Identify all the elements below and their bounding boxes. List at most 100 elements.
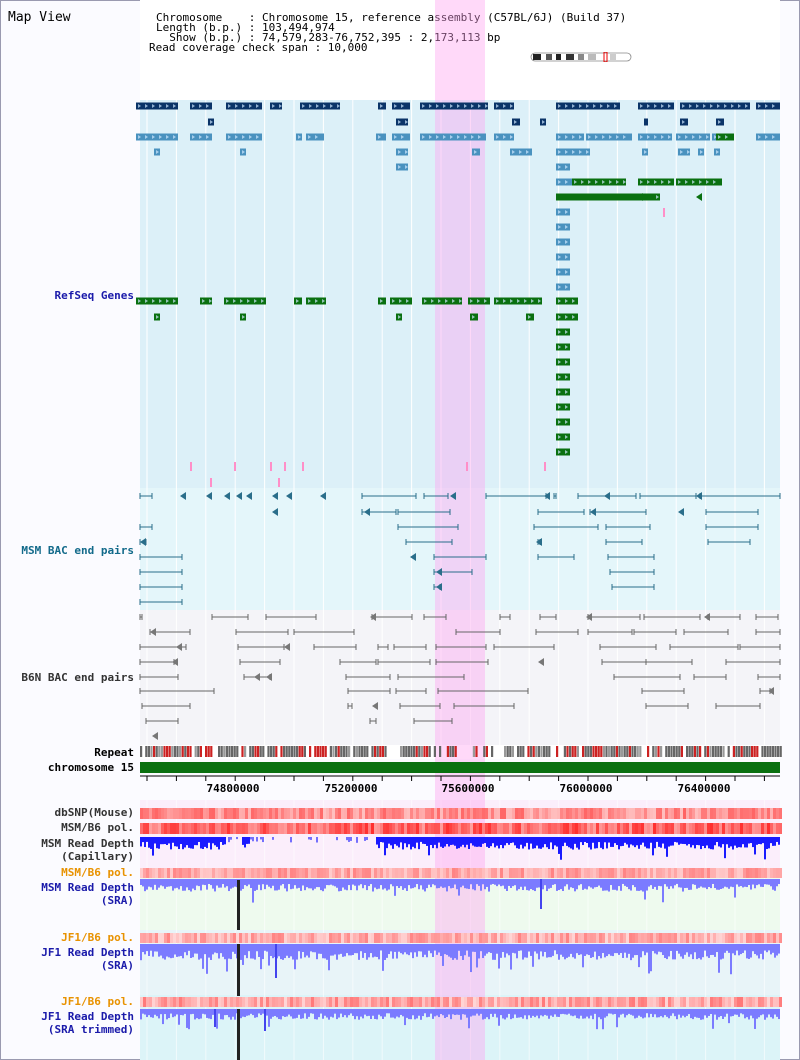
polymorphism-cell[interactable]	[422, 997, 425, 1007]
read-depth-bar[interactable]	[662, 879, 664, 903]
polymorphism-cell[interactable]	[311, 997, 314, 1007]
gene-arrow-feature[interactable]	[266, 673, 272, 681]
read-depth-bar[interactable]	[728, 944, 730, 953]
read-depth-bar[interactable]	[426, 879, 428, 889]
polymorphism-cell[interactable]	[233, 933, 236, 943]
gene-arrow-feature[interactable]	[150, 628, 156, 636]
read-depth-bar[interactable]	[524, 837, 526, 847]
read-depth-bar[interactable]	[210, 944, 212, 960]
polymorphism-cell[interactable]	[584, 933, 587, 943]
polymorphism-cell[interactable]	[656, 808, 659, 819]
gene-feature[interactable]	[556, 238, 570, 246]
gene-feature[interactable]	[556, 328, 570, 336]
polymorphism-cell[interactable]	[332, 808, 335, 819]
track-label-msm-b6-pol[interactable]: MSM/B6 pol.	[61, 821, 134, 834]
polymorphism-cell[interactable]	[161, 868, 164, 878]
snp-marker[interactable]	[190, 462, 192, 471]
polymorphism-cell[interactable]	[680, 868, 683, 878]
polymorphism-cell[interactable]	[299, 868, 302, 878]
polymorphism-cell[interactable]	[776, 823, 779, 834]
polymorphism-cell[interactable]	[596, 997, 599, 1007]
read-depth-bar[interactable]	[566, 879, 568, 885]
read-depth-bar[interactable]	[312, 1009, 314, 1014]
polymorphism-cell[interactable]	[209, 823, 212, 834]
polymorphism-cell[interactable]	[698, 823, 701, 834]
read-depth-bar[interactable]	[704, 879, 706, 888]
read-depth-bar[interactable]	[494, 1009, 496, 1014]
read-depth-bar[interactable]	[224, 1009, 226, 1016]
read-depth-bar[interactable]	[312, 944, 314, 953]
polymorphism-cell[interactable]	[512, 823, 515, 834]
repeat-element[interactable]	[168, 746, 171, 757]
read-depth-bar[interactable]	[404, 1009, 406, 1026]
polymorphism-cell[interactable]	[230, 933, 233, 943]
read-depth-bar[interactable]	[480, 879, 482, 891]
repeat-element[interactable]	[407, 746, 410, 757]
gene-arrow-feature[interactable]	[604, 492, 610, 500]
read-depth-bar[interactable]	[372, 1009, 374, 1016]
gene-feature[interactable]	[680, 102, 750, 110]
read-depth-bar[interactable]	[286, 1009, 288, 1017]
read-depth-bar[interactable]	[614, 879, 616, 890]
polymorphism-cell[interactable]	[275, 868, 278, 878]
read-depth-bar[interactable]	[420, 944, 422, 952]
read-depth-bar[interactable]	[698, 1009, 700, 1018]
polymorphism-cell[interactable]	[500, 823, 503, 834]
read-depth-bar[interactable]	[470, 944, 472, 973]
polymorphism-cell[interactable]	[389, 933, 392, 943]
read-depth-bar[interactable]	[174, 944, 176, 955]
polymorphism-cell[interactable]	[752, 933, 755, 943]
read-depth-bar[interactable]	[304, 944, 306, 958]
polymorphism-cell[interactable]	[761, 933, 764, 943]
repeat-element[interactable]	[738, 746, 741, 757]
read-depth-bar[interactable]	[154, 837, 156, 844]
read-depth-bar[interactable]	[182, 1009, 184, 1016]
read-depth-bar[interactable]	[338, 879, 340, 892]
polymorphism-cell[interactable]	[704, 868, 707, 878]
read-depth-bar[interactable]	[722, 837, 724, 845]
polymorphism-cell[interactable]	[740, 997, 743, 1007]
polymorphism-cell[interactable]	[551, 997, 554, 1007]
read-depth-bar[interactable]	[256, 1009, 258, 1018]
polymorphism-cell[interactable]	[323, 808, 326, 819]
read-depth-bar[interactable]	[266, 879, 268, 885]
read-depth-bar[interactable]	[554, 837, 556, 846]
read-depth-bar[interactable]	[194, 1009, 196, 1020]
polymorphism-cell[interactable]	[212, 868, 215, 878]
read-depth-bar[interactable]	[410, 944, 412, 953]
read-depth-bar[interactable]	[506, 1009, 508, 1018]
polymorphism-cell[interactable]	[332, 823, 335, 834]
polymorphism-cell[interactable]	[773, 933, 776, 943]
read-depth-bar[interactable]	[500, 879, 502, 887]
read-depth-bar[interactable]	[724, 837, 726, 859]
read-depth-bar[interactable]	[408, 879, 410, 886]
read-depth-bar[interactable]	[478, 944, 480, 959]
read-depth-bar[interactable]	[282, 879, 284, 885]
polymorphism-cell[interactable]	[251, 997, 254, 1007]
read-depth-bar[interactable]	[224, 879, 226, 888]
read-depth-bar[interactable]	[498, 944, 500, 969]
polymorphism-cell[interactable]	[386, 808, 389, 819]
polymorphism-cell[interactable]	[365, 933, 368, 943]
polymorphism-cell[interactable]	[200, 868, 203, 878]
read-depth-bar[interactable]	[642, 944, 644, 952]
gene-feature[interactable]	[136, 102, 178, 110]
read-depth-bar[interactable]	[284, 1009, 286, 1017]
repeat-element[interactable]	[394, 746, 397, 757]
polymorphism-cell[interactable]	[413, 933, 416, 943]
polymorphism-cell[interactable]	[608, 868, 611, 878]
polymorphism-cell[interactable]	[194, 868, 197, 878]
read-depth-bar[interactable]	[452, 944, 454, 960]
read-depth-bar[interactable]	[288, 879, 290, 885]
repeat-element[interactable]	[667, 746, 670, 757]
polymorphism-cell[interactable]	[386, 868, 389, 878]
read-depth-bar[interactable]	[308, 944, 310, 958]
polymorphism-cell[interactable]	[146, 868, 149, 878]
read-depth-bar[interactable]	[302, 1009, 304, 1019]
polymorphism-cell[interactable]	[398, 823, 401, 834]
polymorphism-cell[interactable]	[527, 933, 530, 943]
polymorphism-cell[interactable]	[698, 808, 701, 819]
polymorphism-cell[interactable]	[545, 868, 548, 878]
read-depth-bar[interactable]	[250, 1009, 252, 1014]
polymorphism-cell[interactable]	[479, 868, 482, 878]
